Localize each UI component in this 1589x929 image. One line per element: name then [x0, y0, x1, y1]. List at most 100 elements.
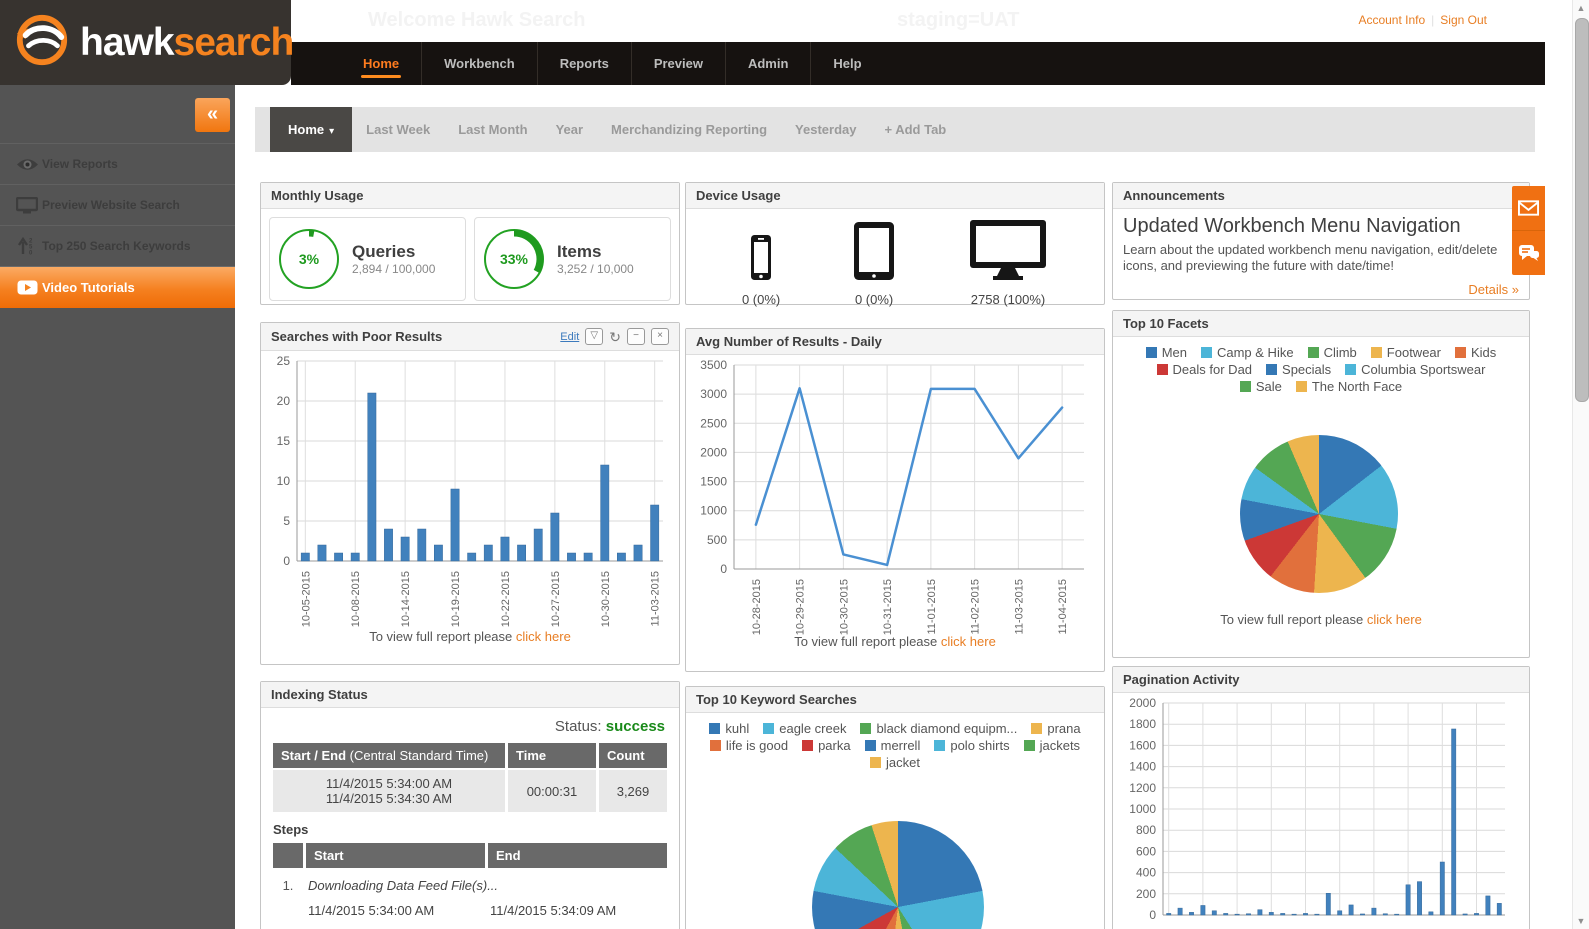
tab-last-week[interactable]: Last Week — [366, 122, 431, 137]
legend-item: Sale — [1239, 379, 1282, 394]
filter-funnel-icon[interactable]: ▽ — [585, 328, 604, 345]
indexing-main-table: Start / End (Central Standard Time) Time… — [273, 743, 667, 812]
close-icon[interactable]: × — [651, 328, 669, 345]
nav-item-preview[interactable]: Preview — [632, 42, 726, 85]
panel-title: Announcements — [1123, 188, 1225, 203]
scrollbar-up-arrow[interactable]: ▲ — [1576, 3, 1586, 13]
sidebar-item-view-reports[interactable]: View Reports — [0, 143, 235, 184]
svg-text:0: 0 — [720, 562, 727, 576]
keyword-searches-panel: Top 10 Keyword Searches kuhl eagle creek b… — [685, 686, 1105, 929]
tab-year[interactable]: Year — [555, 122, 584, 137]
sidebar-item-preview-website-search[interactable]: Preview Website Search — [0, 184, 235, 225]
svg-text:10-19-2015: 10-19-2015 — [450, 571, 462, 627]
svg-text:10-31-2015: 10-31-2015 — [882, 579, 894, 635]
feedback-widget — [1512, 186, 1545, 275]
click-here-link[interactable]: click here — [1366, 612, 1422, 627]
legend-item: kuhl — [709, 721, 749, 736]
sidebar-item-top-250-search-keywords[interactable]: 2 5 0 Top 250 Search Keywords — [0, 225, 235, 266]
svg-text:1000: 1000 — [700, 504, 727, 518]
scrollbar-down-arrow[interactable]: ▼ — [1576, 916, 1586, 926]
click-here-link[interactable]: click here — [515, 629, 571, 644]
indexing-status-text: Status: success — [554, 718, 665, 735]
tab-merchandizing-reporting[interactable]: Merchandizing Reporting — [611, 122, 768, 137]
nav-item-reports[interactable]: Reports — [538, 42, 632, 85]
svg-text:11-04-2015: 11-04-2015 — [1057, 579, 1069, 634]
svg-text:10-30-2015: 10-30-2015 — [600, 571, 612, 627]
footer-text: To view full report please — [794, 634, 938, 649]
panel-title: Top 10 Keyword Searches — [696, 692, 857, 707]
device-value: 2758 (100%) — [970, 292, 1046, 307]
vertical-scrollbar[interactable]: ▲ ▼ — [1572, 0, 1589, 929]
device-value: 0 (0%) — [741, 292, 781, 307]
step-description: Downloading Data Feed File(s)... — [308, 878, 499, 893]
announcement-details-link[interactable]: Details » — [1468, 281, 1519, 297]
svg-text:1000: 1000 — [1129, 802, 1156, 816]
svg-text:10-28-2015: 10-28-2015 — [751, 579, 763, 635]
poor-results-panel: Searches with Poor Results Edit ▽ ↻ − × … — [260, 322, 680, 665]
panel-title: Avg Number of Results - Daily — [696, 334, 882, 349]
panel-title: Device Usage — [696, 188, 781, 203]
svg-text:25: 25 — [277, 354, 291, 368]
nav-item-help[interactable]: Help — [833, 56, 862, 71]
nav-item-workbench[interactable]: Workbench — [422, 42, 538, 85]
svg-text:200: 200 — [1136, 887, 1156, 901]
step-number: 1. — [282, 878, 294, 893]
panel-title: Indexing Status — [271, 687, 368, 702]
tablet-icon — [852, 221, 896, 286]
svg-text:10-08-2015: 10-08-2015 — [350, 571, 362, 627]
account-info-link[interactable]: Account Info — [1358, 13, 1426, 27]
dashboard-tabbar: Home ▾ Last Week Last Month Year Merchandizin… — [255, 107, 1535, 152]
svg-text:10-30-2015: 10-30-2015 — [838, 579, 850, 635]
svg-text:10-27-2015: 10-27-2015 — [550, 571, 562, 627]
device-value: 0 (0%) — [854, 292, 894, 307]
tab-yesterday[interactable]: Yesterday — [795, 122, 857, 137]
edit-link[interactable]: Edit — [560, 330, 580, 343]
svg-text:600: 600 — [1136, 844, 1156, 858]
minimize-icon[interactable]: − — [627, 328, 645, 345]
tab-home[interactable]: Home ▾ — [270, 107, 353, 152]
table-cell-count: 3,269 — [599, 770, 667, 812]
svg-text:400: 400 — [1136, 866, 1156, 880]
sidebar-collapse-button[interactable]: « — [195, 98, 230, 132]
avg-results-line-chart: 0 500 1000 1500 2000 2500 3000 3500 10-28-2015 10… — [700, 358, 1084, 635]
usage-gauge-queries: 3% Queries 2,894 / 100,000 — [269, 217, 466, 301]
svg-text:2: 2 — [29, 239, 33, 245]
refresh-icon[interactable]: ↻ — [609, 328, 621, 345]
svg-text:11-01-2015: 11-01-2015 — [926, 579, 938, 634]
legend-item: jacket — [870, 755, 920, 770]
hawk-logo-icon — [14, 12, 70, 73]
legend-item: eagle creek — [763, 721, 846, 736]
panel-title: Monthly Usage — [271, 188, 364, 203]
sidebar-item-video-tutorials[interactable]: Video Tutorials — [0, 266, 235, 308]
legend-item: parka — [802, 738, 851, 753]
keywords-legend: kuhl eagle creek black diamond equipm... pr… — [686, 713, 1104, 770]
mail-icon[interactable] — [1512, 186, 1545, 230]
nav-item-home[interactable]: Home — [341, 42, 423, 85]
announcement-headline: Updated Workbench Menu Navigation — [1123, 215, 1461, 237]
click-here-link[interactable]: click here — [940, 634, 996, 649]
svg-text:11-03-2015: 11-03-2015 — [1013, 579, 1025, 634]
chat-icon[interactable] — [1512, 230, 1545, 275]
svg-text:5: 5 — [29, 245, 33, 251]
svg-text:2000: 2000 — [700, 445, 727, 459]
svg-text:3500: 3500 — [700, 358, 727, 372]
table-cell-start-end: 11/4/2015 5:34:00 AM 11/4/2015 5:34:30 AM — [273, 770, 505, 812]
video-icon — [12, 280, 42, 295]
legend-item: prana — [1031, 721, 1081, 736]
svg-text:15: 15 — [277, 434, 291, 448]
chevron-down-icon: ▾ — [329, 126, 335, 137]
sign-out-link[interactable]: Sign Out — [1440, 13, 1487, 27]
logo[interactable]: hawksearch — [0, 0, 294, 85]
legend-item: Kids — [1455, 345, 1496, 360]
panel-title: Searches with Poor Results — [271, 329, 443, 344]
svg-text:33%: 33% — [500, 251, 529, 267]
tab-last-month[interactable]: Last Month — [458, 122, 528, 137]
top-facets-panel: Top 10 Facets Men Camp & Hike Climb Footwea… — [1112, 310, 1530, 658]
panel-title: Pagination Activity — [1123, 672, 1240, 687]
tab-add-tab[interactable]: + Add Tab — [884, 122, 947, 137]
indexing-steps-table: Start End 1. Downloading Data Feed File(… — [273, 843, 667, 924]
scrollbar-thumb[interactable] — [1575, 18, 1589, 402]
nav-item-admin[interactable]: Admin — [726, 42, 812, 85]
keywords-pie-chart — [812, 821, 984, 929]
